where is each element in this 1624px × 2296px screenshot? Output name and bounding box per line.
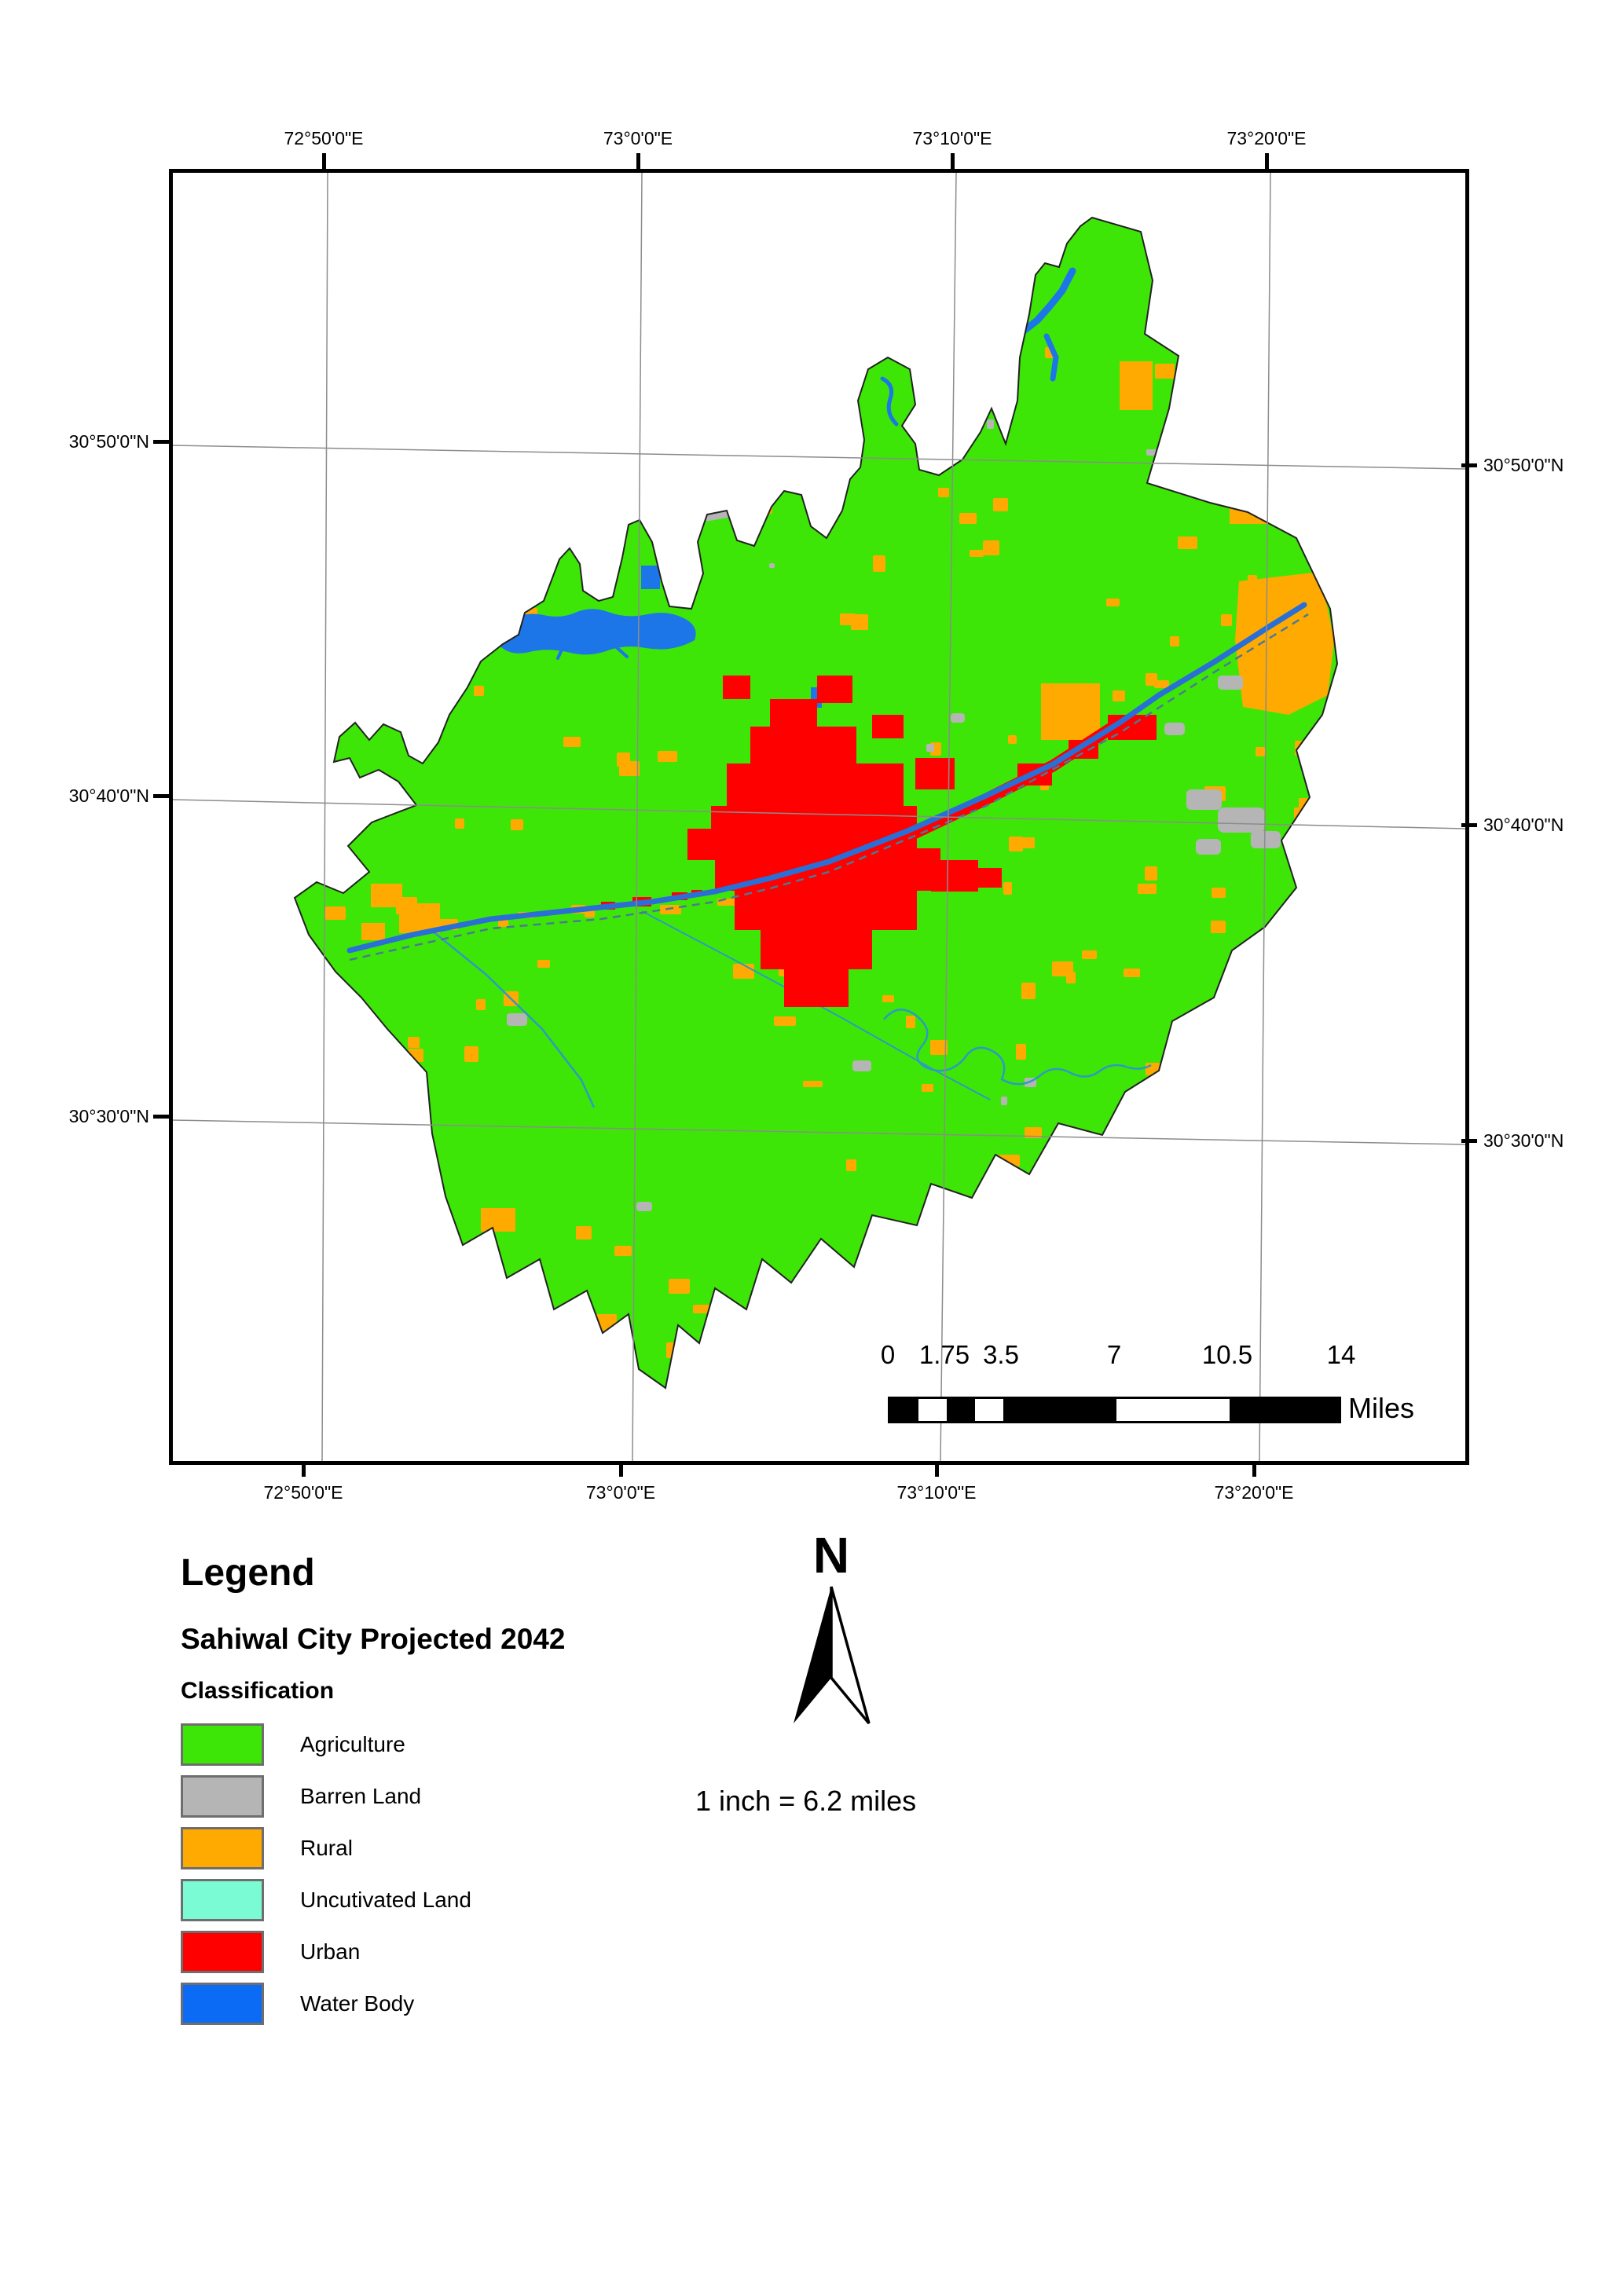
tick-top-4 <box>1265 153 1269 169</box>
legend: Legend Sahiwal City Projected 2042 Class… <box>181 1551 731 2030</box>
minor-channels <box>431 910 1152 1108</box>
scale-bar: 0 1.75 3.5 7 10.5 14 Miles <box>881 1340 1422 1434</box>
nw-lake <box>496 609 696 655</box>
graticule <box>173 173 1465 1461</box>
barren-large-patches <box>507 506 1281 1211</box>
tick-left-1 <box>153 440 169 444</box>
legend-title: Legend <box>181 1552 315 1594</box>
scale-number: 7 <box>1106 1340 1122 1369</box>
coord-top-4: 73°20'0"E <box>1226 128 1307 148</box>
branch-canal <box>431 930 596 1108</box>
scale-number: 1.75 <box>918 1340 970 1369</box>
tick-right-2 <box>1461 823 1477 827</box>
coord-right-1: 30°50'0"N <box>1483 455 1564 475</box>
coord-bottom-3: 73°10'0"E <box>896 1482 977 1503</box>
legend-item: Uncutivated Land <box>181 1874 731 1926</box>
coord-bottom-1: 72°50'0"E <box>263 1482 343 1503</box>
coord-left-3: 30°30'0"N <box>68 1106 149 1126</box>
legend-item-label: Agriculture <box>300 1732 405 1756</box>
legend-item: Rural <box>181 1822 731 1874</box>
tick-top-1 <box>322 153 326 169</box>
coord-top-1: 72°50'0"E <box>284 128 364 148</box>
north-label: N <box>812 1527 850 1584</box>
tick-top-2 <box>636 153 640 169</box>
legend-item: Barren Land <box>181 1771 731 1822</box>
scale-bar-segment <box>918 1399 947 1421</box>
coord-left-1: 30°50'0"N <box>68 431 149 452</box>
legend-subtitle: Sahiwal City Projected 2042 <box>181 1623 566 1655</box>
scale-number: 3.5 <box>983 1340 1019 1369</box>
legend-item-label: Water Body <box>300 1991 415 2016</box>
legend-swatch <box>181 1827 264 1869</box>
tick-bottom-2 <box>619 1461 623 1477</box>
map-scale-text: 1 inch = 6.2 miles <box>695 1785 917 1817</box>
north-arrow: N <box>753 1530 910 1735</box>
scale-number: 14 <box>1326 1340 1356 1369</box>
coord-right-3: 30°30'0"N <box>1483 1130 1564 1151</box>
dry-river <box>883 1009 1152 1086</box>
legend-swatch <box>181 1983 264 2025</box>
coord-bottom-4: 73°20'0"E <box>1214 1482 1294 1503</box>
legend-items: Agriculture Barren Land Rural Uncutivated L… <box>181 1719 731 2030</box>
tick-right-1 <box>1461 463 1477 467</box>
lobe-stream <box>880 376 899 427</box>
water-bodies <box>496 267 1076 708</box>
scale-bar-segment <box>1116 1399 1230 1421</box>
legend-item-label: Barren Land <box>300 1784 422 1808</box>
legend-swatch <box>181 1723 264 1766</box>
tick-left-3 <box>153 1115 169 1119</box>
scale-number: 0 <box>880 1340 896 1369</box>
legend-item-label: Urban <box>300 1939 361 1964</box>
coord-top-3: 73°10'0"E <box>912 128 992 148</box>
se-channel <box>641 910 991 1100</box>
coord-left-2: 30°40'0"N <box>68 785 149 806</box>
legend-item-label: Rural <box>300 1836 353 1860</box>
scale-bar-graphic <box>888 1397 1341 1423</box>
tick-top-3 <box>951 153 955 169</box>
tick-left-2 <box>153 794 169 798</box>
scale-number: 10.5 <box>1201 1340 1253 1369</box>
coord-right-2: 30°40'0"N <box>1483 815 1564 835</box>
coord-bottom-2: 73°0'0"E <box>585 1482 656 1503</box>
tick-bottom-3 <box>935 1461 939 1477</box>
tick-right-3 <box>1461 1139 1477 1143</box>
north-arrow-icon <box>794 1586 871 1725</box>
map-canvas <box>169 169 1469 1465</box>
scale-unit-label: Miles <box>1348 1392 1415 1424</box>
legend-item: Agriculture <box>181 1719 731 1771</box>
classification-map <box>173 173 1465 1461</box>
main-canal <box>346 602 1309 961</box>
coord-top-2: 73°0'0"E <box>603 128 673 148</box>
tick-bottom-4 <box>1252 1461 1256 1477</box>
tick-bottom-1 <box>302 1461 306 1477</box>
legend-section-heading: Classification <box>181 1678 335 1704</box>
legend-item-label: Uncutivated Land <box>300 1888 471 1912</box>
legend-item: Water Body <box>181 1978 731 2030</box>
legend-swatch <box>181 1775 264 1818</box>
legend-swatch <box>181 1931 264 1973</box>
railway-road <box>349 613 1309 961</box>
legend-swatch <box>181 1879 264 1921</box>
rural-large-patches <box>361 361 1334 1353</box>
legend-item: Urban <box>181 1926 731 1978</box>
scale-bar-segment <box>975 1399 1003 1421</box>
